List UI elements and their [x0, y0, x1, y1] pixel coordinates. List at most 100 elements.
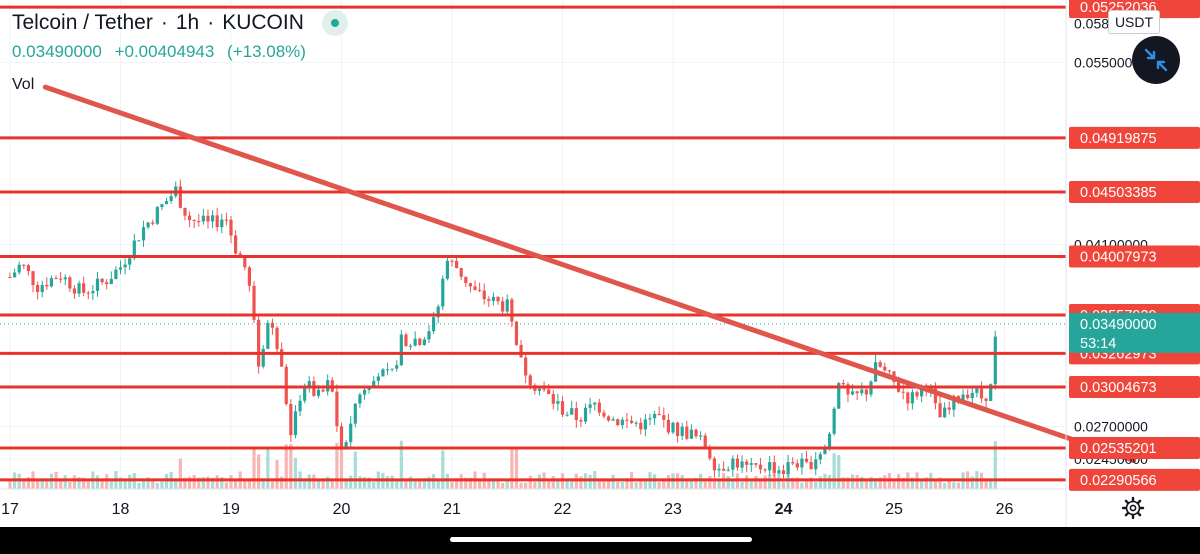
volume-bar: [192, 475, 196, 489]
volume-bar: [353, 451, 357, 489]
candle-body: [192, 220, 196, 222]
volume-bar: [952, 482, 956, 489]
currency-badge[interactable]: USDT: [1108, 10, 1160, 34]
candle-body: [800, 458, 804, 468]
candle-body: [128, 258, 132, 265]
volume-bar: [606, 479, 611, 489]
candle-body: [399, 334, 403, 366]
volume-bar: [459, 474, 463, 489]
candle-body: [975, 388, 979, 393]
volume-bar: [920, 478, 924, 489]
volume-bar: [910, 477, 915, 489]
candle-body: [855, 391, 859, 394]
volume-bar: [385, 476, 390, 489]
settings-button[interactable]: [1118, 493, 1148, 523]
volume-bar: [814, 481, 818, 489]
volume-bar: [869, 476, 873, 489]
gear-icon: [1121, 496, 1145, 520]
candle-body: [933, 388, 938, 404]
volume-bar: [307, 474, 311, 489]
candle-body: [316, 389, 321, 396]
candle-body: [827, 433, 832, 447]
candle-body: [496, 296, 500, 302]
volume-bar: [275, 460, 279, 489]
volume-bar: [335, 442, 339, 489]
volume-bar: [726, 476, 730, 489]
candle-body: [8, 277, 12, 279]
candle-body: [643, 419, 647, 430]
candle-body: [597, 402, 601, 413]
volume-bar: [579, 476, 583, 489]
candle-body: [680, 426, 684, 436]
candle-body: [298, 400, 302, 412]
level-tag: [1069, 375, 1200, 398]
candle-body: [970, 392, 974, 399]
candle-body: [634, 422, 638, 424]
symbol-title[interactable]: Telcoin / Tether · 1h · KUCOIN: [12, 10, 348, 36]
volume-bar: [901, 477, 905, 489]
candle-body: [63, 277, 67, 280]
candle-body: [436, 306, 440, 318]
level-tag: [1069, 245, 1200, 268]
candle-body: [164, 201, 169, 205]
collapse-arrows-icon: [1144, 48, 1168, 72]
level-tag: [1069, 126, 1200, 149]
candle-body: [639, 422, 643, 430]
home-indicator[interactable]: [450, 537, 752, 542]
x-tick-label: 25: [885, 501, 903, 518]
candle-body: [413, 338, 417, 346]
collapse-button[interactable]: [1132, 36, 1180, 84]
x-tick-label: 26: [996, 501, 1014, 518]
candle-body: [344, 442, 348, 450]
volume-bar: [109, 478, 113, 489]
candle-body: [464, 276, 468, 284]
level-tag-label: 0.03004673: [1080, 380, 1157, 396]
candle-body: [372, 380, 376, 386]
price-chart[interactable]: 0.055000000.041000000.027000000.02450000…: [0, 0, 1200, 527]
candle-body: [468, 283, 473, 287]
level-tag-label: 0.04503385: [1080, 185, 1157, 201]
candle-body: [791, 462, 795, 464]
volume-label[interactable]: Vol: [12, 76, 35, 93]
candle-body: [418, 338, 422, 345]
volume-bar: [938, 477, 942, 489]
volume-bar: [533, 481, 537, 489]
volume-bar: [252, 449, 256, 489]
volume-bar: [478, 479, 482, 489]
volume-bar: [602, 480, 606, 489]
volume-bar: [519, 482, 523, 489]
volume-bar: [289, 443, 293, 489]
volume-bar: [837, 455, 841, 489]
volume-bar: [293, 457, 298, 489]
volume-bar: [174, 478, 178, 489]
candle-body: [984, 398, 988, 401]
candle-body: [832, 408, 836, 434]
candle-body: [510, 299, 514, 322]
volume-bar: [768, 474, 772, 489]
volume-bar: [795, 477, 799, 489]
candle-body: [95, 278, 100, 292]
candle-body: [551, 394, 555, 404]
candle-body: [224, 219, 228, 221]
volume-bar: [128, 474, 132, 489]
candle-body: [229, 219, 233, 236]
candle-body: [823, 446, 827, 455]
candle-body: [758, 464, 763, 470]
volume-bar: [312, 474, 316, 489]
candle-body: [952, 396, 956, 410]
candle-body: [745, 461, 749, 465]
candle-body: [491, 296, 496, 301]
volume-bar: [514, 447, 519, 489]
candle-body: [77, 283, 81, 294]
interval-label: 1h: [175, 11, 200, 34]
candle-body: [358, 394, 362, 404]
candle-body: [699, 435, 703, 437]
volume-bar: [86, 481, 90, 489]
chart-grid: [0, 0, 1066, 489]
volume-bar: [215, 475, 219, 489]
volume-bar: [68, 481, 72, 489]
candle-body: [749, 463, 753, 465]
volume-bar: [841, 477, 845, 489]
volume-bar: [22, 480, 26, 489]
candle-body: [837, 383, 841, 409]
